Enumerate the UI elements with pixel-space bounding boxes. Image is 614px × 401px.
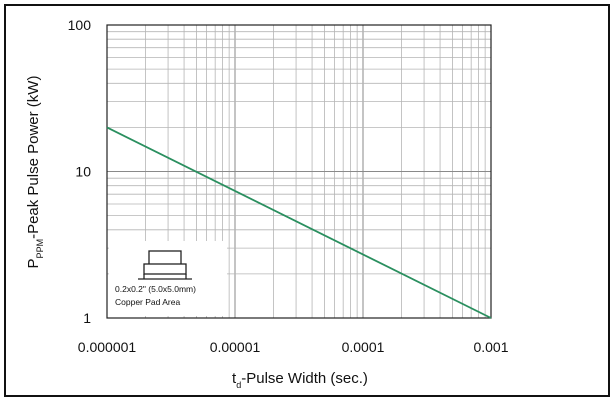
series-line-1 (106, 126, 492, 319)
y-tick-label: 100 (68, 17, 92, 33)
y-tick-label: 10 (75, 164, 91, 180)
smd-package-icon (138, 250, 192, 280)
x-tick-label: 0.000001 (78, 339, 137, 355)
x-axis-title: td-Pulse Width (sec.) (232, 370, 368, 390)
x-tick-labels: 0.000001 0.00001 0.0001 0.001 (78, 339, 509, 355)
series-layer (106, 126, 492, 319)
x-tick-label: 0.00001 (210, 339, 261, 355)
inset-pad-label: Copper Pad Area (115, 297, 180, 307)
x-tick-label: 0.001 (473, 339, 508, 355)
y-tick-label: 1 (83, 310, 91, 326)
legend-inset: 0.2x0.2" (5.0x5.0mm) Copper Pad Area (109, 241, 227, 316)
inset-pad-size: 0.2x0.2" (5.0x5.0mm) (115, 284, 196, 294)
plot-area-border (106, 24, 492, 319)
y-tick-labels: 1 10 100 (68, 17, 92, 326)
y-axis-title: PPPM-Peak Pulse Power (kW) (25, 76, 45, 269)
x-tick-label: 0.0001 (342, 339, 385, 355)
